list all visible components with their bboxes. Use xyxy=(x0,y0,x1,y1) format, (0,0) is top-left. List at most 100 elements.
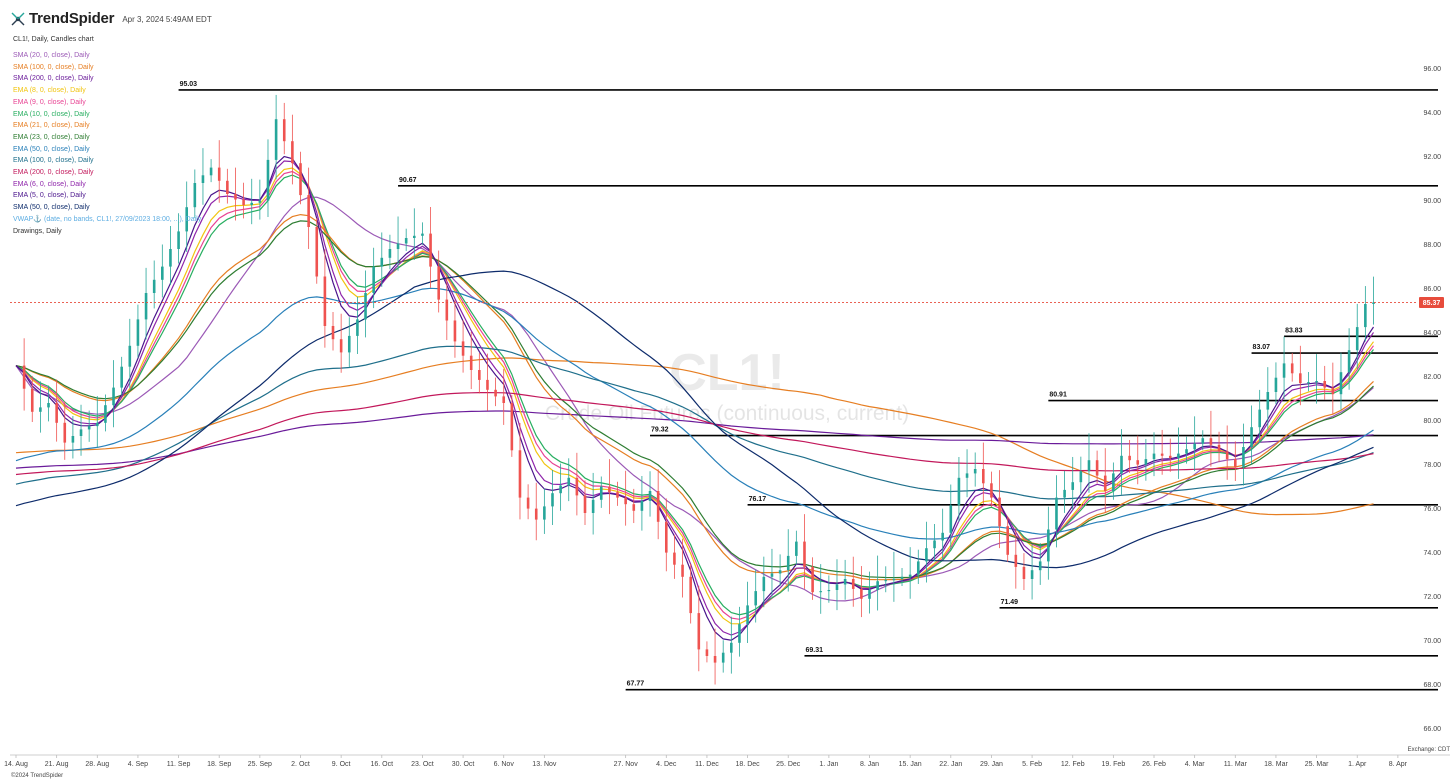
candle-body[interactable] xyxy=(63,422,67,443)
candle-body[interactable] xyxy=(282,119,286,142)
candle-body[interactable] xyxy=(705,649,709,656)
candle-body[interactable] xyxy=(1323,381,1327,388)
candle-body[interactable] xyxy=(1047,529,1050,562)
candle-body[interactable] xyxy=(689,576,692,614)
candle-body[interactable] xyxy=(1209,438,1213,445)
candle-body[interactable] xyxy=(1144,459,1148,465)
candle-body[interactable] xyxy=(95,422,99,427)
candle-body[interactable] xyxy=(599,486,603,500)
candle-body[interactable] xyxy=(876,581,879,590)
candle-body[interactable] xyxy=(1185,449,1188,454)
candle-body[interactable] xyxy=(136,319,140,346)
y-axis[interactable]: 66.00 68.00 70.00 72.00 74.00 76.00 78.00 80.00… xyxy=(1423,66,1441,733)
candle-body[interactable] xyxy=(461,341,465,356)
candle-body[interactable] xyxy=(738,624,741,643)
candle-body[interactable] xyxy=(234,194,237,200)
candle-body[interactable] xyxy=(30,388,34,412)
candle-body[interactable] xyxy=(1331,387,1335,395)
candle-body[interactable] xyxy=(1233,459,1237,467)
legend-item[interactable]: SMA (50, 0, close), Daily xyxy=(13,204,90,212)
candle-body[interactable] xyxy=(990,483,993,498)
candle-body[interactable] xyxy=(534,508,538,520)
candle-body[interactable] xyxy=(445,299,449,321)
candle-body[interactable] xyxy=(47,403,50,408)
candle-body[interactable] xyxy=(746,605,749,625)
candle-body[interactable] xyxy=(274,119,278,160)
legend-item[interactable]: VWAP⚓ (date, no bands, CL1!, 27/09/2023 … xyxy=(13,215,202,223)
candle-body[interactable] xyxy=(1266,392,1270,410)
candle-body[interactable] xyxy=(1071,482,1075,490)
candle-body[interactable] xyxy=(925,548,928,562)
legend-item[interactable]: Drawings, Daily xyxy=(13,227,62,235)
candle-body[interactable] xyxy=(1307,382,1310,384)
candle-body[interactable] xyxy=(22,365,26,389)
candle-body[interactable] xyxy=(1372,302,1375,304)
candle-body[interactable] xyxy=(900,576,904,579)
candle-body[interactable] xyxy=(1250,427,1253,447)
legend-item[interactable]: SMA (200, 0, close), Daily xyxy=(13,75,94,83)
candle-body[interactable] xyxy=(79,429,83,436)
legend-item[interactable]: EMA (6, 0, close), Daily xyxy=(13,180,86,188)
candle-body[interactable] xyxy=(413,235,416,238)
candle-body[interactable] xyxy=(1225,451,1229,460)
candle-body[interactable] xyxy=(811,566,814,593)
symbol-info[interactable]: CL1!, Daily, Candles chart xyxy=(13,36,94,43)
candle-body[interactable] xyxy=(380,257,384,267)
legend-item[interactable]: SMA (20, 0, close), Daily xyxy=(13,52,90,59)
candle-body[interactable] xyxy=(640,500,644,511)
candle-body[interactable] xyxy=(87,426,91,430)
candle-body[interactable] xyxy=(916,561,920,575)
candle-body[interactable] xyxy=(681,564,684,577)
candle-body[interactable] xyxy=(608,486,611,493)
candle-body[interactable] xyxy=(1055,497,1058,530)
candle-body[interactable] xyxy=(185,207,189,232)
candle-body[interactable] xyxy=(453,320,457,342)
candle-body[interactable] xyxy=(39,407,42,412)
candle-body[interactable] xyxy=(177,231,180,249)
candle-body[interactable] xyxy=(201,175,205,183)
candle-body[interactable] xyxy=(591,499,595,513)
legend-item[interactable]: EMA (21, 0, close), Daily xyxy=(13,122,90,130)
legend-item[interactable]: EMA (50, 0, close), Daily xyxy=(13,145,90,153)
legend-item[interactable]: EMA (5, 0, close), Daily xyxy=(13,192,86,200)
candle-body[interactable] xyxy=(908,574,912,577)
candle-body[interactable] xyxy=(315,227,319,277)
candle-body[interactable] xyxy=(421,233,424,236)
candle-body[interactable] xyxy=(486,379,489,390)
candle-body[interactable] xyxy=(388,249,392,258)
candle-body[interactable] xyxy=(71,436,75,443)
candle-body[interactable] xyxy=(242,199,245,206)
candle-body[interactable] xyxy=(583,495,587,513)
candle-body[interactable] xyxy=(1274,377,1278,392)
candle-body[interactable] xyxy=(193,183,197,208)
candle-body[interactable] xyxy=(1355,327,1359,351)
candle-body[interactable] xyxy=(1006,526,1009,555)
candle-body[interactable] xyxy=(575,477,579,496)
candles[interactable] xyxy=(22,94,1375,685)
candle-body[interactable] xyxy=(1217,444,1221,452)
candle-body[interactable] xyxy=(404,238,408,244)
candle-body[interactable] xyxy=(616,492,619,498)
candle-body[interactable] xyxy=(1112,473,1115,491)
candle-body[interactable] xyxy=(957,477,961,506)
candle-body[interactable] xyxy=(1177,453,1180,458)
candle-body[interactable] xyxy=(169,249,172,267)
candle-body[interactable] xyxy=(144,293,148,320)
candle-body[interactable] xyxy=(478,370,481,380)
candle-body[interactable] xyxy=(250,202,254,205)
candle-body[interactable] xyxy=(120,366,123,388)
support-resistance-levels[interactable]: 95.03 90.67 83.83 83.07 80.91 79.32 76.17 71.49… xyxy=(178,81,1438,691)
candle-body[interactable] xyxy=(851,579,855,589)
candle-body[interactable] xyxy=(795,541,798,556)
candle-body[interactable] xyxy=(543,506,546,520)
candle-body[interactable] xyxy=(518,450,522,498)
candle-body[interactable] xyxy=(356,319,359,336)
candle-body[interactable] xyxy=(1095,460,1099,476)
candle-body[interactable] xyxy=(551,493,554,507)
candle-body[interactable] xyxy=(1079,471,1083,483)
candle-body[interactable] xyxy=(112,387,115,406)
candle-body[interactable] xyxy=(128,345,132,367)
candle-body[interactable] xyxy=(933,540,936,549)
candle-body[interactable] xyxy=(152,279,156,293)
candle-body[interactable] xyxy=(1290,363,1294,374)
